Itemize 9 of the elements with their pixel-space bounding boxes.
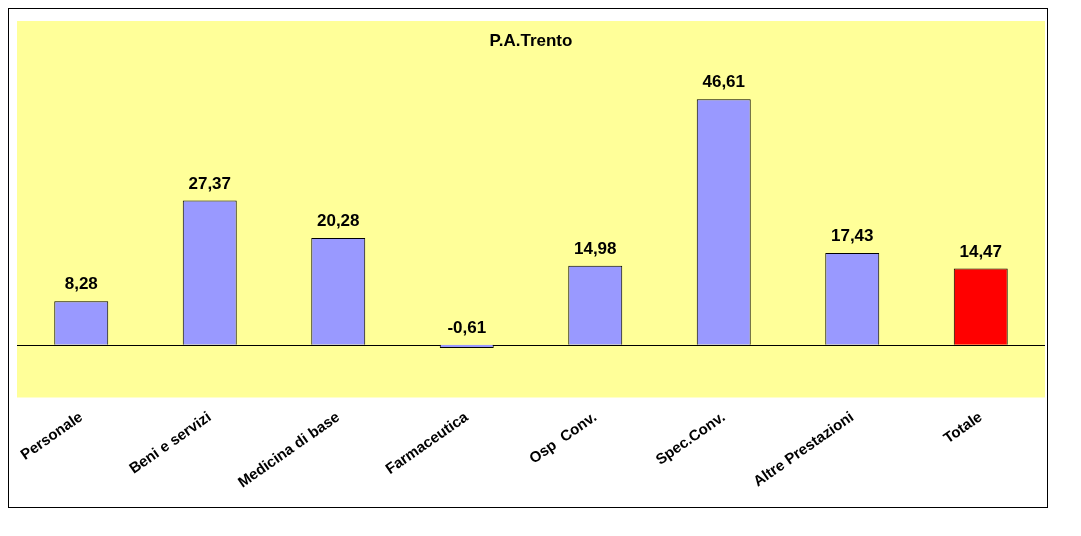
- data-label: 27,37: [188, 173, 232, 193]
- data-label: 46,61: [702, 72, 746, 92]
- chart-title: P.A.Trento: [489, 30, 573, 50]
- data-label: 8,28: [64, 274, 98, 294]
- data-label: 14,98: [573, 239, 617, 259]
- data-label: 20,28: [316, 211, 360, 231]
- data-label: -0,61: [447, 317, 487, 337]
- data-label: 14,47: [959, 241, 1003, 261]
- data-label: 17,43: [830, 226, 874, 246]
